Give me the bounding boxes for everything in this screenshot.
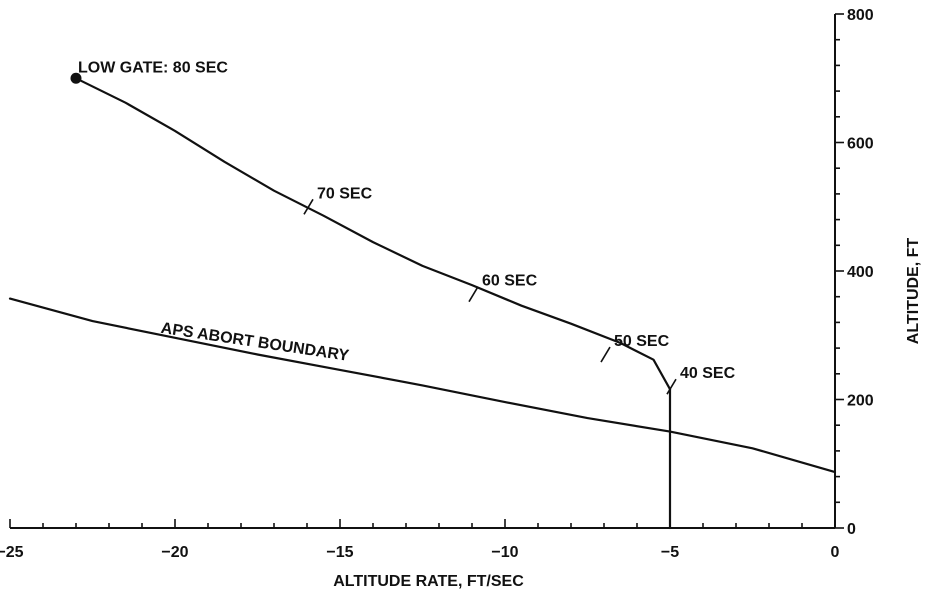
y-tick-label: 200 — [847, 393, 874, 410]
x-tick-label: −25 — [0, 544, 24, 561]
y-tick-label: 600 — [847, 136, 874, 153]
x-axis-title: ALTITUDE RATE, FT/SEC — [333, 573, 524, 590]
y-axis-title: ALTITUDE, FT — [905, 238, 922, 345]
time-mark-tick — [303, 198, 314, 215]
x-tick-label: −5 — [661, 544, 679, 561]
series-group — [8, 72, 837, 530]
series-line-trajectory — [74, 77, 672, 391]
y-tick-label: 400 — [847, 264, 874, 281]
series-line-boundary — [8, 297, 837, 474]
time-mark-label: LOW GATE: 80 SEC — [78, 59, 228, 76]
low-gate-marker — [70, 72, 82, 84]
time-mark-label: 60 SEC — [482, 273, 538, 290]
annotations: LOW GATE: 80 SEC 70 SEC 60 SEC 50 SEC 40 SEC… — [78, 59, 736, 395]
time-mark-label: 70 SEC — [317, 185, 373, 202]
time-mark-label: 40 SEC — [680, 365, 736, 382]
x-tick-label: 0 — [831, 544, 840, 561]
time-mark-tick — [600, 346, 611, 363]
x-tick-label: −10 — [491, 544, 518, 561]
boundary-label: APS ABORT BOUNDARY — [160, 320, 351, 365]
time-mark-tick — [666, 378, 677, 395]
x-tick-label: −20 — [161, 544, 188, 561]
y-tick-label: 800 — [847, 7, 874, 24]
time-mark-tick — [468, 286, 479, 303]
y-tick-label: 0 — [847, 521, 856, 538]
axes — [10, 14, 836, 529]
ticks: −25 −20 −15 −10 −5 00 200 400 600 800 — [0, 7, 874, 561]
x-tick-label: −15 — [326, 544, 353, 561]
time-mark-label: 50 SEC — [614, 333, 670, 350]
